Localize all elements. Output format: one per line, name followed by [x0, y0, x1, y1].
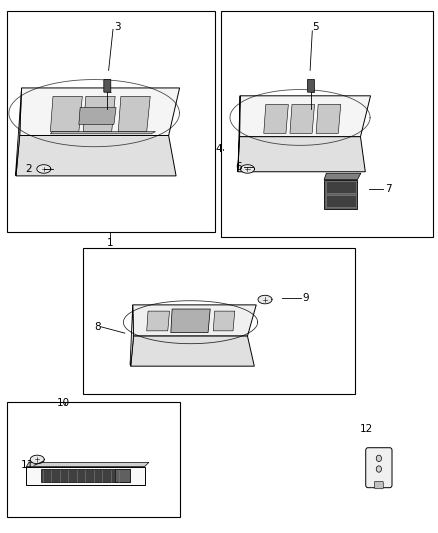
Polygon shape	[171, 309, 210, 333]
Text: 1: 1	[107, 238, 114, 247]
Circle shape	[376, 455, 381, 462]
Polygon shape	[130, 305, 134, 366]
Polygon shape	[316, 104, 341, 133]
Polygon shape	[118, 96, 150, 132]
Polygon shape	[79, 108, 116, 124]
Text: 5: 5	[312, 22, 319, 31]
FancyBboxPatch shape	[307, 79, 314, 92]
Text: 2: 2	[25, 164, 32, 174]
Polygon shape	[16, 135, 176, 176]
Polygon shape	[50, 96, 82, 132]
Polygon shape	[240, 165, 254, 173]
Circle shape	[376, 466, 381, 472]
Text: 12: 12	[360, 424, 373, 434]
Polygon shape	[131, 336, 254, 366]
Polygon shape	[133, 305, 256, 336]
Polygon shape	[238, 136, 365, 172]
Bar	[324, 180, 357, 209]
Bar	[115, 470, 130, 482]
Text: 3: 3	[114, 22, 121, 31]
Polygon shape	[26, 462, 149, 467]
Polygon shape	[240, 96, 371, 136]
Bar	[7, 402, 180, 517]
Text: 10: 10	[57, 399, 70, 408]
Bar	[41, 470, 130, 482]
Polygon shape	[324, 173, 361, 180]
Bar	[83, 248, 355, 394]
Text: 9: 9	[302, 294, 309, 303]
Polygon shape	[83, 96, 115, 132]
FancyBboxPatch shape	[104, 79, 111, 92]
Polygon shape	[264, 104, 288, 133]
Polygon shape	[238, 96, 240, 172]
Polygon shape	[20, 88, 180, 135]
Bar	[326, 181, 356, 193]
Bar	[7, 11, 215, 232]
Text: 7: 7	[385, 184, 392, 194]
Polygon shape	[16, 88, 21, 176]
FancyBboxPatch shape	[374, 481, 383, 489]
Bar	[326, 195, 356, 207]
Text: 4: 4	[215, 144, 223, 154]
Text: 8: 8	[94, 322, 101, 332]
Polygon shape	[290, 104, 314, 133]
Text: 11: 11	[21, 461, 34, 470]
Polygon shape	[50, 132, 155, 134]
Polygon shape	[37, 165, 51, 173]
Text: 6: 6	[235, 162, 242, 172]
Polygon shape	[30, 455, 44, 464]
FancyBboxPatch shape	[366, 448, 392, 488]
Polygon shape	[213, 311, 235, 331]
Bar	[221, 11, 433, 237]
Bar	[26, 467, 145, 485]
Polygon shape	[147, 311, 170, 331]
Polygon shape	[258, 295, 272, 304]
